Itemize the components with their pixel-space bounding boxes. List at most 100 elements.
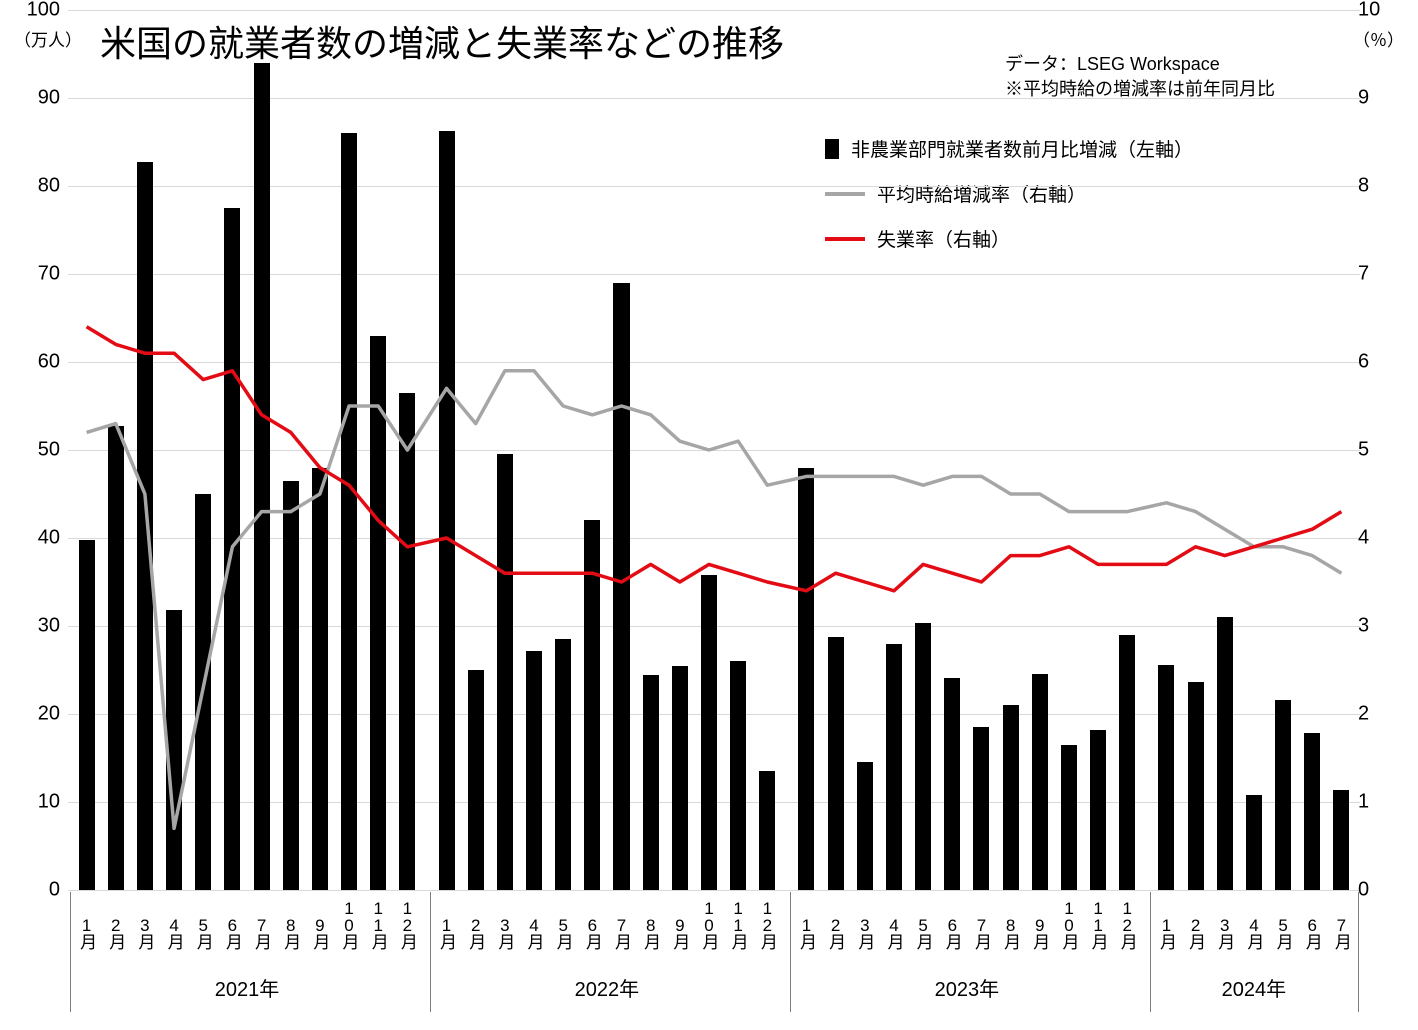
y-right-tick: 9 <box>1358 87 1408 110</box>
y-left-tick: 80 <box>10 175 60 198</box>
x-month-label: 2月 <box>463 916 488 948</box>
employment-bar <box>584 520 600 890</box>
employment-bar <box>555 639 571 890</box>
x-month-label: 4月 <box>881 916 906 948</box>
employment-bar <box>759 771 775 890</box>
chart-title: 米国の就業者数の増減と失業率などの推移 <box>100 15 784 67</box>
x-month-label: 4月 <box>1241 916 1266 948</box>
employment-bar <box>613 283 629 890</box>
y-left-tick: 0 <box>10 879 60 902</box>
year-divider <box>1358 892 1359 1012</box>
employment-bar <box>1158 665 1174 890</box>
x-month-label: 3月 <box>492 916 517 948</box>
x-month-label: 9月 <box>667 916 692 948</box>
chart-container: 米国の就業者数の増減と失業率などの推移 （万人） （％） データ：LSEG Wo… <box>0 0 1418 1030</box>
x-month-label: 11月 <box>726 899 751 948</box>
employment-bar <box>1246 795 1262 890</box>
legend-item-bar: 非農業部門就業者数前月比増減（左軸） <box>825 135 1193 162</box>
legend-label-unemp: 失業率（右軸） <box>877 225 1010 252</box>
employment-bar <box>254 63 270 890</box>
x-month-label: 4月 <box>162 916 187 948</box>
legend-swatch-wage <box>825 192 865 196</box>
y-left-tick: 90 <box>10 87 60 110</box>
employment-bar <box>915 623 931 890</box>
employment-bar <box>798 468 814 890</box>
employment-bar <box>1217 617 1233 890</box>
year-divider <box>430 892 431 1012</box>
x-month-label: 8月 <box>638 916 663 948</box>
employment-bar <box>312 468 328 890</box>
right-axis-unit: （％） <box>1353 26 1404 51</box>
gridline <box>68 890 1360 891</box>
legend: 非農業部門就業者数前月比増減（左軸） 平均時給増減率（右軸） 失業率（右軸） <box>825 135 1193 270</box>
employment-bar <box>137 162 153 890</box>
source-note: データ：LSEG Workspace ※平均時給の増減率は前年同月比 <box>1005 52 1275 102</box>
y-left-tick: 20 <box>10 703 60 726</box>
x-year-label: 2022年 <box>575 973 640 1002</box>
employment-bar <box>283 481 299 890</box>
x-month-label: 8月 <box>998 916 1023 948</box>
legend-swatch-bar <box>825 139 839 159</box>
employment-bar <box>108 426 124 890</box>
x-month-label: 7月 <box>609 916 634 948</box>
employment-bar <box>1304 733 1320 890</box>
x-month-label: 9月 <box>1027 916 1052 948</box>
x-month-label: 12月 <box>395 899 420 948</box>
employment-bar <box>1032 674 1048 890</box>
employment-bar <box>1003 705 1019 890</box>
x-year-label: 2023年 <box>935 973 1000 1002</box>
x-month-label: 12月 <box>1115 899 1140 948</box>
y-left-tick: 60 <box>10 351 60 374</box>
employment-bar <box>1333 790 1349 890</box>
x-month-label: 7月 <box>1329 916 1354 948</box>
source-line1: データ：LSEG Workspace <box>1005 52 1275 77</box>
employment-bar <box>857 762 873 890</box>
x-month-label: 1月 <box>794 916 819 948</box>
employment-bar <box>973 727 989 890</box>
x-month-label: 1月 <box>74 916 99 948</box>
x-year-label: 2024年 <box>1222 973 1287 1002</box>
employment-bar <box>195 494 211 890</box>
x-month-label: 6月 <box>580 916 605 948</box>
x-year-label: 2021年 <box>215 973 280 1002</box>
employment-bar <box>1061 745 1077 890</box>
x-month-label: 5月 <box>191 916 216 948</box>
y-left-tick: 30 <box>10 615 60 638</box>
legend-item-unemp: 失業率（右軸） <box>825 225 1193 252</box>
employment-bar <box>526 651 542 890</box>
y-left-tick: 50 <box>10 439 60 462</box>
x-month-label: 7月 <box>249 916 274 948</box>
employment-bar <box>730 661 746 890</box>
year-divider <box>1150 892 1151 1012</box>
gridline <box>68 10 1360 11</box>
legend-label-bar: 非農業部門就業者数前月比増減（左軸） <box>851 135 1193 162</box>
y-right-tick: 0 <box>1358 879 1408 902</box>
x-month-label: 10月 <box>697 899 722 948</box>
employment-bar <box>341 133 357 890</box>
x-month-label: 11月 <box>366 899 391 948</box>
employment-bar <box>828 637 844 890</box>
y-left-tick: 40 <box>10 527 60 550</box>
employment-bar <box>468 670 484 890</box>
employment-bar <box>439 131 455 890</box>
y-right-tick: 10 <box>1358 0 1408 22</box>
x-month-label: 7月 <box>969 916 994 948</box>
y-right-tick: 2 <box>1358 703 1408 726</box>
employment-bar <box>166 610 182 890</box>
y-right-tick: 6 <box>1358 351 1408 374</box>
x-month-label: 6月 <box>1300 916 1325 948</box>
employment-bar <box>1119 635 1135 890</box>
employment-bar <box>1090 730 1106 890</box>
y-left-tick: 70 <box>10 263 60 286</box>
x-month-label: 10月 <box>337 899 362 948</box>
y-right-tick: 8 <box>1358 175 1408 198</box>
employment-bar <box>497 454 513 890</box>
legend-swatch-unemp <box>825 237 865 241</box>
employment-bar <box>886 644 902 890</box>
employment-bar <box>224 208 240 890</box>
x-month-label: 1月 <box>434 916 459 948</box>
x-month-label: 3月 <box>1212 916 1237 948</box>
x-month-label: 3月 <box>132 916 157 948</box>
y-right-tick: 3 <box>1358 615 1408 638</box>
x-month-label: 8月 <box>278 916 303 948</box>
